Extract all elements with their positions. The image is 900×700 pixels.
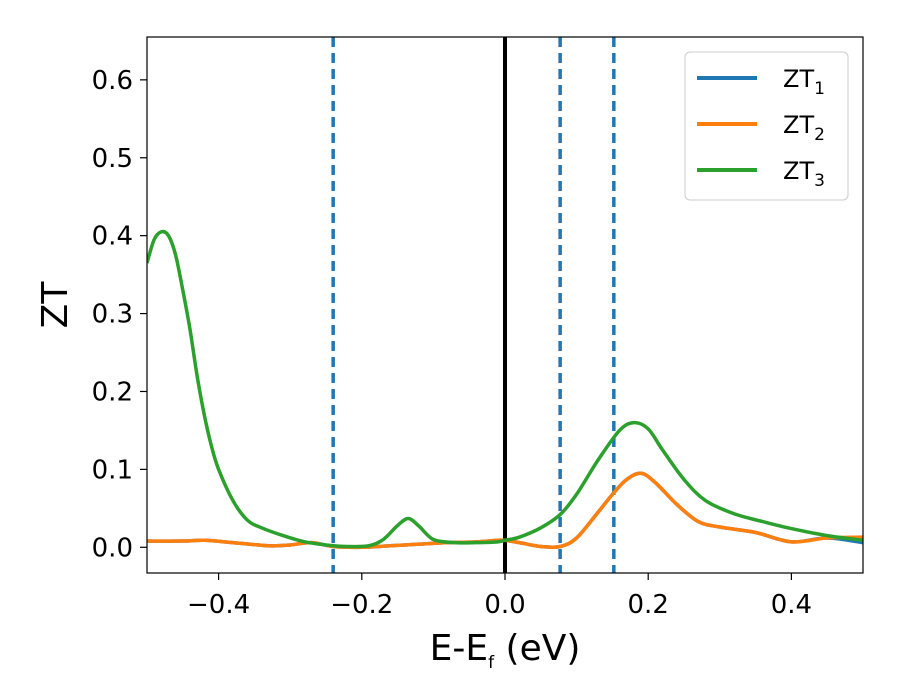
legend-label-3: ZT3 <box>783 157 825 191</box>
series-line-3 <box>147 229 863 549</box>
x-axis-label: E-Ef (eV) <box>430 628 581 673</box>
y-tick-label: 0.0 <box>92 533 133 563</box>
y-tick-label: 0.4 <box>92 222 133 252</box>
x-tick-label: 0.2 <box>628 590 669 620</box>
legend-label-1: ZT1 <box>783 65 825 99</box>
series-line-2 <box>147 471 863 550</box>
vertical-reference-lines <box>331 37 616 573</box>
y-tick-label: 0.6 <box>92 66 133 96</box>
y-tick-label: 0.1 <box>92 455 133 485</box>
legend-box <box>684 51 849 201</box>
series-lines <box>147 229 863 550</box>
x-tick-label: 0.4 <box>771 590 812 620</box>
y-tick-label: 0.5 <box>92 144 133 174</box>
y-tick-label: 0.3 <box>92 300 133 330</box>
x-tick-label: 0.0 <box>484 590 525 620</box>
y-axis-label: ZT <box>35 281 76 329</box>
x-axis-ticks: −0.4 −0.2 0.0 0.2 0.4 <box>187 573 812 620</box>
y-tick-label: 0.2 <box>92 377 133 407</box>
y-axis-ticks: 0.0 0.1 0.2 0.3 0.4 0.5 0.6 <box>92 66 147 563</box>
legend-label-2: ZT2 <box>783 111 825 145</box>
legend: ZT1 ZT2 ZT3 <box>684 51 849 201</box>
x-tick-label: −0.2 <box>330 590 393 620</box>
x-tick-label: −0.4 <box>187 590 250 620</box>
